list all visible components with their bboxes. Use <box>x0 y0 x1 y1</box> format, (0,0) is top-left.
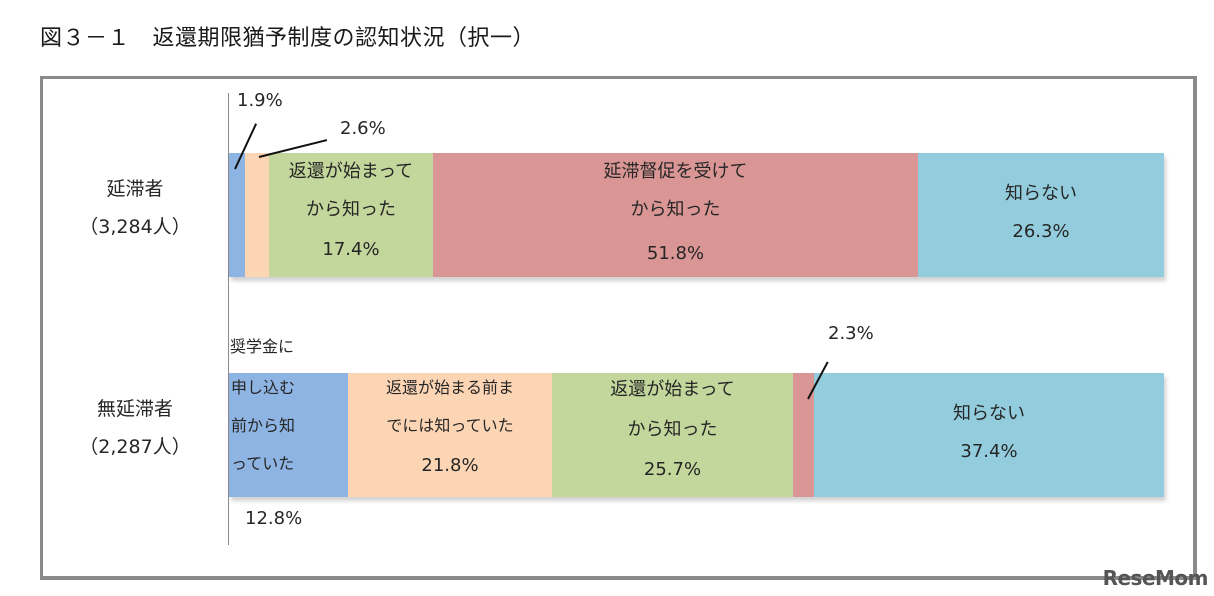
label-2-6pct: 2.6% <box>340 118 386 139</box>
row-count: （2,287人） <box>79 436 191 458</box>
segment-label: っていた <box>231 454 295 473</box>
segment-label: 返還が始まって <box>610 379 735 400</box>
segment-label: から知った <box>630 199 721 220</box>
bar-delinquent: 返還が始まって から知った 17.4% 延滞督促を受けて から知った 51.8%… <box>229 153 1164 277</box>
row-label-delinquent: 延滞者 （3,284人） <box>40 170 230 246</box>
segment-label: でには知っていた <box>386 416 514 435</box>
segment-before-repay: 返還が始まる前ま でには知っていた 21.8% <box>348 373 552 497</box>
segment-value: 51.8% <box>646 243 705 264</box>
segment-label: から知った <box>306 199 396 220</box>
segment-label: 知らない <box>953 403 1025 424</box>
label-1-9pct: 1.9% <box>237 90 283 111</box>
segment-value: 37.4% <box>960 441 1018 462</box>
segment-before-repay <box>245 153 269 277</box>
chart-frame <box>40 76 1197 580</box>
chart-title: 図３－１ 返還期限猶予制度の認知状況（択一） <box>40 26 536 51</box>
segment-unknown: 知らない 37.4% <box>814 373 1164 497</box>
row-label-non-delinquent: 無延滞者 （2,287人） <box>40 390 230 466</box>
segment-value: 25.7% <box>643 459 702 480</box>
row-count: （3,284人） <box>79 216 191 238</box>
segment-after-dunning: 延滞督促を受けて から知った 51.8% <box>433 153 918 277</box>
segment-label: 延滞督促を受けて <box>603 161 748 182</box>
segment-label: 申し込む <box>231 378 296 397</box>
row-name: 延滞者 <box>106 178 164 200</box>
segment-label: 返還が始まって <box>288 161 414 182</box>
segment-value: 21.8% <box>421 455 479 476</box>
segment-label: から知った <box>627 419 718 440</box>
segment-label: 知らない <box>1005 183 1077 204</box>
segment-label-top: 奨学金に <box>230 337 295 356</box>
segment-after-dunning <box>793 373 814 497</box>
category-axis <box>228 93 229 545</box>
label-12-8pct: 12.8% <box>245 508 303 529</box>
segment-label: 前から知 <box>231 416 296 435</box>
segment-label: 返還が始まる前ま <box>385 378 514 397</box>
label-2-3pct: 2.3% <box>828 323 874 344</box>
segment-after-repay-start: 返還が始まって から知った 25.7% <box>552 373 793 497</box>
segment-before-apply <box>229 153 245 277</box>
segment-after-repay-start: 返還が始まって から知った 17.4% <box>269 153 433 277</box>
bar-non-delinquent: 申し込む 前から知 っていた 返還が始まる前ま でには知っていた 21.8% 返… <box>229 373 1164 497</box>
segment-unknown: 知らない 26.3% <box>918 153 1164 277</box>
row-name: 無延滞者 <box>96 398 173 420</box>
segment-before-apply: 申し込む 前から知 っていた <box>229 373 348 497</box>
watermark-logo: ReseMom <box>1102 566 1209 590</box>
segment-value: 26.3% <box>1012 221 1070 242</box>
segment-value: 17.4% <box>322 239 380 260</box>
